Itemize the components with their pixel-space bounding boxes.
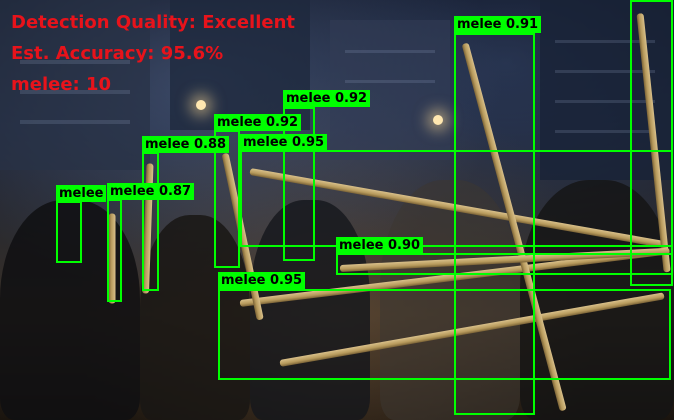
detection-quality-text: Detection Quality: Excellent [11, 12, 296, 33]
detection-label: melee 0.92 [283, 90, 371, 107]
detection-box [214, 130, 240, 268]
detection-label: melee 0.92 [214, 114, 302, 131]
detection-box [142, 152, 159, 291]
detection-box [240, 150, 673, 247]
estimated-accuracy-text: Est. Accuracy: 95.6% [11, 43, 224, 64]
detection-box [56, 201, 82, 263]
detection-box [454, 33, 535, 415]
detection-label: melee [56, 185, 107, 202]
detection-box [218, 289, 671, 380]
detection-box [630, 0, 673, 286]
detection-label: melee 0.87 [107, 183, 195, 200]
detection-box [336, 253, 673, 275]
detection-label: melee 0.95 [240, 134, 328, 151]
detection-box [107, 199, 122, 302]
detection-label: melee 0.90 [336, 237, 424, 254]
detection-label: melee 0.91 [454, 16, 542, 33]
detection-count-text: melee: 10 [11, 74, 112, 95]
detection-label: melee 0.88 [142, 136, 230, 153]
detection-box [283, 107, 315, 261]
detection-label: melee 0.95 [218, 272, 306, 289]
